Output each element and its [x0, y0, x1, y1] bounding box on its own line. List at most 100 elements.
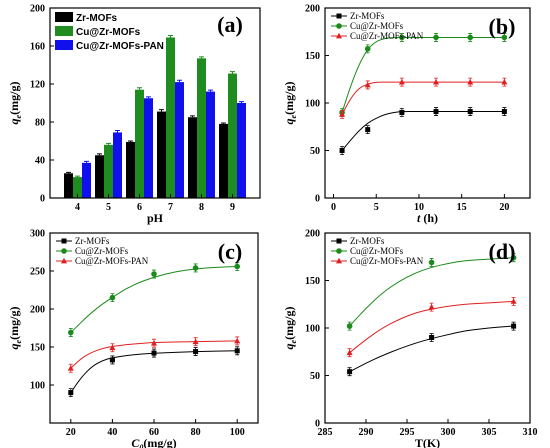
panel-c-concentration-chart: 100 150 200 250 300 20 40 60 80 100 C0(mg/g) qe(mg/…: [7, 229, 259, 448]
x-axis-label: C0(mg/g): [131, 436, 176, 448]
legend-label: Cu@Zr-MOFs: [76, 27, 141, 38]
y-tick-label: 160: [30, 42, 45, 53]
bar-Cu@Zr-MOFs-PAN-4: [82, 162, 91, 198]
point-Zr-MOFs: [433, 109, 439, 115]
legend-label: Cu@Zr-MOFs-PAN: [350, 256, 424, 266]
x-tick-label: 5: [374, 202, 379, 213]
point-Cu@Zr-MOFs-PAN: [151, 340, 157, 346]
error-bar: [221, 122, 226, 124]
bar-Cu@Zr-MOFs-7: [166, 37, 175, 199]
point-Zr-MOFs: [339, 148, 345, 153]
point-Cu@Zr-MOFs: [433, 34, 439, 41]
legend-label: Zr-MOFs: [75, 236, 110, 246]
y-axis-label: qe(mg/g): [282, 82, 298, 125]
x-tick-label: 290: [359, 427, 374, 438]
point-Cu@Zr-MOFs-PAN: [364, 81, 371, 88]
bar-Zr-MOFs-6: [126, 141, 135, 198]
point-Zr-MOFs: [429, 335, 435, 340]
y-tick-label: 200: [305, 229, 320, 240]
bar-Zr-MOFs-9: [219, 123, 228, 198]
error-bar: [159, 109, 164, 112]
x-tick-label: 10: [414, 202, 424, 213]
legend-marker: [336, 32, 342, 39]
point-Zr-MOFs: [193, 349, 199, 355]
error-bar: [75, 175, 80, 178]
point-Cu@Zr-MOFs: [510, 254, 517, 261]
error-bar: [84, 160, 89, 163]
x-tick-label: 305: [482, 427, 497, 438]
panel-a-bar-chart: 0 40 80 120 160 200 4 5 6 7 8 9 pH qe(mg/g) (a) Zr-MOFs…: [7, 4, 261, 225]
point-Cu@Zr-MOFs-PAN: [433, 78, 440, 85]
point-Cu@Zr-MOFs-PAN: [346, 349, 353, 356]
point-Zr-MOFs: [467, 109, 473, 115]
fit-curve-Cu@Zr-MOFs: [341, 36, 505, 113]
panel-label: (b): [489, 14, 516, 39]
y-axis-label: qe(mg/g): [7, 82, 23, 125]
point-Zr-MOFs: [399, 110, 405, 115]
error-bar: [230, 71, 235, 74]
fit-curve-Cu@Zr-MOFs: [70, 265, 238, 333]
x-tick-label: 8: [199, 202, 204, 213]
point-Cu@Zr-MOFs: [467, 34, 474, 41]
point-Zr-MOFs: [109, 357, 115, 363]
y-tick-label: 0: [40, 194, 45, 205]
error-bar: [97, 153, 102, 156]
point-Zr-MOFs: [68, 390, 74, 396]
point-Cu@Zr-MOFs: [109, 294, 116, 301]
y-tick-label: 250: [30, 267, 45, 278]
bar-Zr-MOFs-7: [157, 111, 166, 198]
y-tick-label: 200: [30, 4, 45, 15]
point-Zr-MOFs: [151, 350, 157, 356]
point-Cu@Zr-MOFs: [68, 329, 74, 336]
fit-curve-Zr-MOFs: [341, 111, 505, 151]
point-Cu@Zr-MOFs-PAN: [339, 111, 346, 117]
error-bar: [177, 79, 182, 83]
panel-d-temperature-chart: 0 50 100 150 200 285 290 295 300 305 310 T(K) qe(mg/…: [282, 229, 538, 448]
bar-Cu@Zr-MOFs-PAN-6: [144, 98, 153, 198]
y-tick-label: 200: [30, 305, 45, 316]
x-tick-label: 40: [107, 427, 117, 438]
legend-label: Zr-MOFs: [350, 236, 385, 246]
legend-marker: [336, 23, 342, 29]
error-bar: [146, 96, 151, 99]
error-bar: [168, 35, 173, 38]
legend-marker: [61, 238, 67, 244]
legend-swatch: [55, 12, 73, 22]
error-bar: [66, 171, 71, 174]
panel-b-time-chart: 0 50 100 150 200 0 5 10 15 20 t (h) qe(mg/g) (b) Zr-M…: [282, 4, 531, 225]
y-tick-label: 100: [305, 99, 320, 110]
x-tick-label: 9: [230, 202, 235, 213]
x-tick-label: 285: [318, 427, 333, 438]
y-tick-label: 120: [30, 80, 45, 91]
point-Cu@Zr-MOFs: [234, 263, 240, 270]
error-bar: [106, 142, 111, 145]
point-Cu@Zr-MOFs-PAN: [398, 78, 405, 85]
bar-Cu@Zr-MOFs-8: [197, 58, 206, 198]
bar-Cu@Zr-MOFs-9: [228, 73, 237, 198]
point-Cu@Zr-MOFs: [192, 265, 199, 271]
point-Cu@Zr-MOFs: [346, 323, 353, 329]
point-Zr-MOFs: [234, 348, 240, 354]
point-Cu@Zr-MOFs: [399, 34, 405, 41]
point-Cu@Zr-MOFs: [151, 271, 157, 277]
x-tick-label: 20: [499, 202, 509, 213]
legend-label: Cu@Zr-MOFs-PAN: [350, 31, 424, 41]
error-bar: [115, 130, 120, 133]
legend-label: Cu@Zr-MOFs-PAN: [76, 41, 164, 52]
x-tick-label: 5: [106, 202, 111, 213]
legend-label: Cu@Zr-MOFs: [350, 246, 404, 256]
fit-curve-Zr-MOFs: [70, 350, 238, 393]
error-bar: [239, 101, 244, 103]
bar-Cu@Zr-MOFs-PAN-8: [206, 91, 215, 198]
point-Cu@Zr-MOFs: [501, 34, 508, 41]
error-bar: [128, 140, 133, 142]
legend-marker: [61, 257, 67, 264]
point-Cu@Zr-MOFs-PAN: [467, 78, 474, 85]
y-axis-label: qe(mg/g): [7, 307, 23, 350]
point-Zr-MOFs: [511, 323, 517, 329]
x-tick-label: 6: [137, 202, 142, 213]
x-tick-label: 100: [230, 427, 245, 438]
panel-label: (d): [489, 239, 516, 264]
error-bar: [208, 89, 213, 92]
plot-frame: [49, 7, 261, 199]
